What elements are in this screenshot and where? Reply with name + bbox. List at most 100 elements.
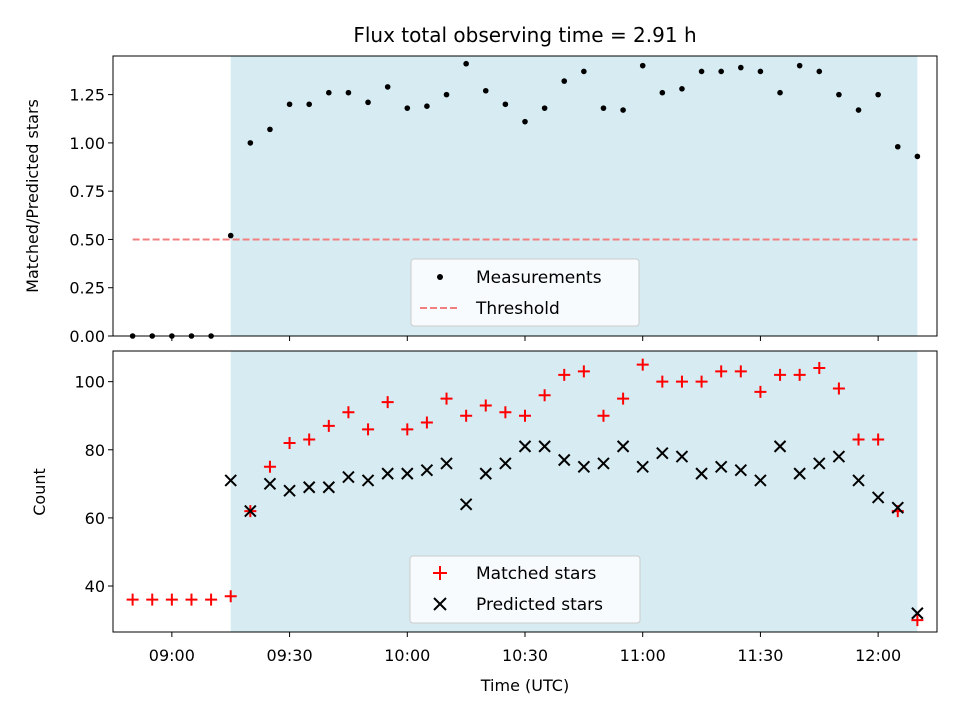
matched-star-point [695, 375, 708, 388]
measurement-point [639, 62, 646, 69]
matched-star-point [440, 392, 453, 405]
predicted-star-point [734, 464, 748, 477]
matched-star-point [263, 460, 276, 473]
measurement-point [875, 91, 881, 98]
measurement-point [836, 91, 842, 98]
bottom-legend-box [409, 555, 641, 624]
x-tick-label: 11:30 [737, 646, 783, 665]
predicted-star-point [440, 457, 453, 470]
matched-star-point [675, 375, 688, 388]
top-legend: Measurements Threshold [410, 258, 640, 327]
matched-star-point [185, 593, 198, 606]
predicted-star-point [871, 491, 885, 504]
measurement-point [247, 140, 254, 146]
predicted-star-point [911, 607, 924, 620]
predicted-star-point [518, 440, 532, 453]
measurement-point [326, 89, 332, 96]
matched-star-point [205, 593, 218, 606]
predicted-star-point [263, 477, 277, 491]
measurement-point [502, 101, 509, 108]
matched-star-point [617, 392, 630, 405]
matched-star-point [872, 433, 885, 446]
predicted-star-point [695, 467, 708, 480]
predicted-star-point [538, 440, 551, 453]
matched-star-point [362, 423, 375, 436]
matched-star-point [303, 433, 316, 446]
matched-star-point [165, 593, 178, 606]
matched-star-point [499, 406, 512, 419]
measurement-point [463, 60, 469, 67]
measurement-point [306, 101, 312, 108]
bottom-y-ticks: 40 60 80 100 [74, 373, 113, 596]
y-tick-label: 0.50 [69, 230, 105, 249]
y-tick-label: 100 [74, 373, 105, 392]
matched-star-point [715, 365, 728, 378]
measurement-point [541, 105, 548, 111]
measurement-point [227, 232, 234, 239]
measurement-point [914, 153, 921, 160]
measurement-point [267, 126, 273, 133]
bottom-legend: Matched stars Predicted stars [409, 555, 641, 624]
predicted-star-point [577, 460, 591, 474]
x-tick-label: 09:30 [267, 646, 313, 665]
measurement-point [620, 107, 626, 113]
predicted-star-point [342, 470, 355, 484]
y-tick-label: 1.00 [69, 134, 105, 153]
measurement-point [777, 89, 783, 96]
top-panel: 0.00 0.25 0.50 0.75 1.00 1.25 Flux total obse… [23, 23, 938, 346]
matched-star-point [774, 368, 787, 381]
predicted-star-point [361, 474, 375, 487]
matched-star-point [754, 385, 767, 398]
bottom-x-ticks: 09:00 09:30 10:00 10:30 11:00 11:30 12:00 [149, 632, 901, 665]
measurement-point [522, 118, 528, 125]
x-tick-label: 10:30 [502, 646, 548, 665]
matched-star-point [734, 365, 747, 378]
legend-threshold-label: Threshold [475, 299, 560, 319]
measurement-point [816, 68, 823, 75]
predicted-star-point [420, 464, 434, 477]
x-axis-label: Time (UTC) [480, 676, 569, 695]
measurement-point [679, 86, 685, 92]
legend-predicted-label: Predicted stars [476, 595, 603, 615]
matched-star-point [126, 593, 139, 606]
measurement-point [600, 105, 607, 111]
matched-star-point [342, 406, 355, 419]
predicted-star-point [832, 450, 846, 463]
legend-matched-label: Matched stars [476, 564, 596, 584]
predicted-star-point [597, 457, 610, 470]
measurement-point [384, 84, 391, 90]
predicted-star-point [283, 484, 296, 497]
measurement-point [855, 107, 862, 113]
measurement-point [718, 68, 724, 75]
matched-star-point [538, 389, 551, 402]
predicted-star-point [499, 457, 512, 470]
predicted-star-point [852, 474, 865, 487]
predicted-star-point [381, 467, 394, 480]
measurement-point [365, 99, 371, 106]
y-tick-label: 0.75 [69, 182, 105, 201]
x-tick-label: 11:00 [620, 646, 666, 665]
predicted-star-point [616, 440, 630, 453]
predicted-star-point [224, 474, 237, 487]
matched-star-point [420, 416, 433, 429]
y-tick-label: 80 [85, 441, 105, 460]
matched-star-point [558, 368, 571, 381]
y-tick-label: 1.25 [69, 86, 105, 105]
measurement-point [894, 143, 901, 150]
measurement-point [561, 78, 568, 84]
predicted-star-point [793, 467, 806, 480]
matched-star-point [460, 409, 473, 422]
predicted-star-point [675, 450, 689, 463]
top-chart-title: Flux total observing time = 2.91 h [353, 23, 696, 47]
bottom-panel: 40 60 80 100 09:00 09:30 10:00 10:30 11:00 11:30… [30, 350, 938, 695]
top-legend-box [410, 258, 640, 327]
measurement-point [286, 101, 293, 108]
predicted-star-point [636, 460, 649, 474]
matched-star-point [636, 358, 649, 371]
measurement-point [738, 64, 744, 71]
legend-predicted-marker [433, 597, 447, 611]
legend-measurements-marker [437, 274, 443, 280]
measurement-point [424, 103, 430, 110]
legend-measurements-label: Measurements [476, 268, 602, 288]
